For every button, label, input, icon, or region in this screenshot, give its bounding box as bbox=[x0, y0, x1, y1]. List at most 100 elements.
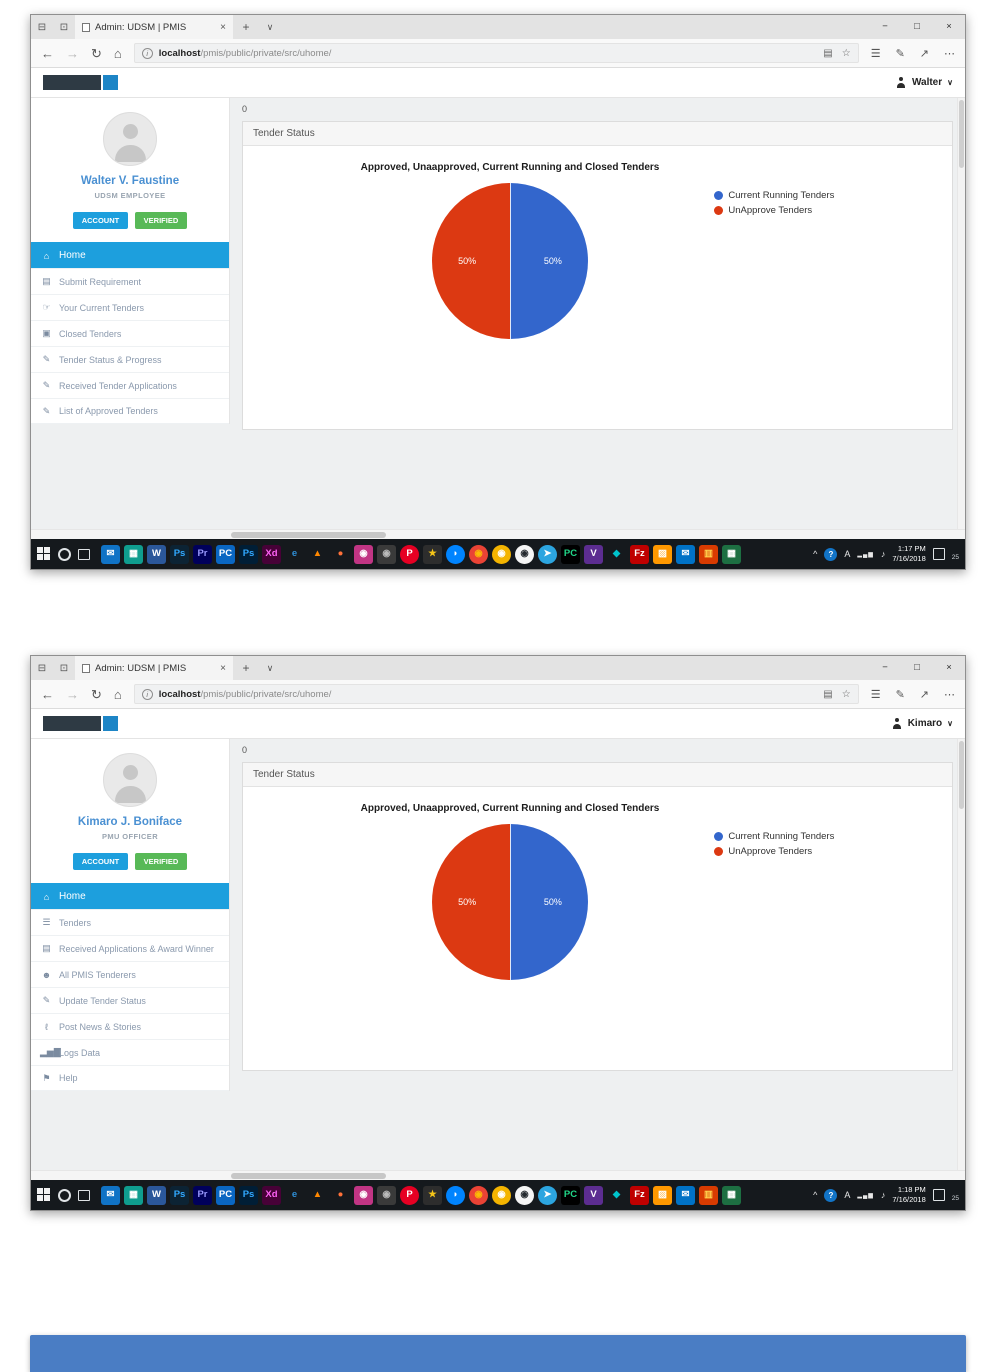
idea-app-icon[interactable]: ◉ bbox=[492, 1185, 511, 1205]
horizontal-scrollbar-thumb[interactable] bbox=[231, 532, 386, 538]
tab-close-icon[interactable]: × bbox=[220, 21, 226, 33]
pycharm-app-icon[interactable]: PC bbox=[561, 544, 580, 564]
star-app-icon[interactable]: ★ bbox=[423, 544, 442, 564]
volume-icon[interactable]: ♪ bbox=[880, 1190, 886, 1200]
network-icon[interactable]: ▂▄▆ bbox=[857, 1192, 874, 1199]
tray-help-icon[interactable]: ? bbox=[824, 547, 838, 561]
sidebar-item-help[interactable]: ⚑ Help bbox=[31, 1065, 229, 1091]
ime-indicator[interactable]: A bbox=[844, 1190, 851, 1200]
tab-preview-icon[interactable]: ⊡ bbox=[59, 21, 69, 33]
filezilla-app-icon[interactable]: Fz bbox=[630, 1185, 649, 1205]
photoshop-cc-app-icon[interactable]: Ps bbox=[239, 544, 258, 564]
profile-button[interactable]: VERIFIED bbox=[134, 853, 188, 870]
sidebar-item-tenders[interactable]: ☰ Tenders bbox=[31, 909, 229, 935]
sidebar-item-submit-requirement[interactable]: ▤ Submit Requirement bbox=[31, 268, 229, 294]
tray-expand-icon[interactable]: ^ bbox=[813, 549, 818, 559]
visual-studio-app-icon[interactable]: V bbox=[584, 1185, 603, 1205]
profile-button[interactable]: VERIFIED bbox=[134, 212, 188, 229]
sidebar-item-post-news-stories[interactable]: ℓ Post News & Stories bbox=[31, 1013, 229, 1039]
sidebar-item-your-current-tenders[interactable]: ☞ Your Current Tenders bbox=[31, 294, 229, 320]
task-view-button[interactable] bbox=[78, 548, 90, 560]
avatar[interactable] bbox=[103, 112, 157, 166]
action-center-icon[interactable] bbox=[932, 548, 945, 560]
hub-icon[interactable]: ☰ bbox=[870, 688, 881, 701]
word-app-icon[interactable]: W bbox=[147, 544, 166, 564]
sublime-app-icon[interactable]: ▨ bbox=[653, 1185, 672, 1205]
messenger-app-icon[interactable]: ◗ bbox=[446, 1185, 465, 1205]
telegram-app-icon[interactable]: ➤ bbox=[538, 544, 557, 564]
minimize-button[interactable]: − bbox=[882, 662, 888, 673]
diamond-app-icon[interactable]: ◆ bbox=[612, 548, 621, 560]
favorite-star-icon[interactable]: ☆ bbox=[841, 688, 851, 700]
green-store-app-icon[interactable]: ▦ bbox=[722, 1185, 741, 1205]
set-aside-tabs-icon[interactable]: ⊟ bbox=[37, 662, 47, 674]
hub-icon[interactable]: ☰ bbox=[870, 47, 881, 60]
green-store-app-icon[interactable]: ▦ bbox=[722, 544, 741, 564]
forward-button[interactable]: → bbox=[66, 686, 79, 702]
tray-expand-icon[interactable]: ^ bbox=[813, 1190, 818, 1200]
tab-preview-icon[interactable]: ⊡ bbox=[59, 662, 69, 674]
new-tab-button[interactable]: + bbox=[242, 661, 250, 675]
browser-tab[interactable]: Admin: UDSM | PMIS × bbox=[75, 656, 233, 680]
store-app-icon[interactable]: ▦ bbox=[124, 544, 143, 564]
sidebar-item-home[interactable]: ⌂ Home bbox=[31, 242, 229, 268]
share-icon[interactable]: ↗ bbox=[919, 688, 929, 701]
cortana-button[interactable] bbox=[58, 1188, 71, 1202]
network-icon[interactable]: ▂▄▆ bbox=[857, 551, 874, 558]
sidebar-item-logs-data[interactable]: ▂▅▇ Logs Data bbox=[31, 1039, 229, 1065]
minimize-button[interactable]: − bbox=[882, 21, 888, 32]
firefox-app-icon[interactable]: ● bbox=[337, 1189, 344, 1201]
vlc-app-icon[interactable]: ▲ bbox=[312, 548, 323, 560]
profile-button[interactable]: ACCOUNT bbox=[72, 212, 129, 229]
sidebar-item-list-of-approved-tenders[interactable]: ✎ List of Approved Tenders bbox=[31, 398, 229, 424]
tab-list-chevron-icon[interactable]: ∨ bbox=[266, 662, 274, 673]
edge-app-icon[interactable]: e bbox=[291, 1189, 298, 1201]
chrome-app-icon[interactable]: ◉ bbox=[469, 1185, 488, 1205]
vertical-scrollbar[interactable] bbox=[957, 739, 965, 1170]
adobe-xd-app-icon[interactable]: Xd bbox=[262, 544, 281, 564]
pinterest-app-icon[interactable]: P bbox=[400, 544, 419, 564]
sidebar-item-tender-status-progress[interactable]: ✎ Tender Status & Progress bbox=[31, 346, 229, 372]
cortana-button[interactable] bbox=[58, 547, 71, 561]
horizontal-scrollbar-thumb[interactable] bbox=[231, 1173, 386, 1179]
github-app-icon[interactable]: ◉ bbox=[515, 544, 534, 564]
store-app-icon[interactable]: ▦ bbox=[124, 1185, 143, 1205]
word-app-icon[interactable]: W bbox=[147, 1185, 166, 1205]
tab-list-chevron-icon[interactable]: ∨ bbox=[266, 21, 274, 32]
favorite-star-icon[interactable]: ☆ bbox=[841, 47, 851, 59]
vertical-scrollbar-thumb[interactable] bbox=[959, 741, 964, 809]
start-button[interactable] bbox=[37, 1188, 51, 1202]
instagram-app-icon[interactable]: ◉ bbox=[354, 544, 373, 564]
sidebar-item-received-tender-applications[interactable]: ✎ Received Tender Applications bbox=[31, 372, 229, 398]
diamond-app-icon[interactable]: ◆ bbox=[612, 1189, 621, 1201]
user-menu[interactable]: Walter ∨ bbox=[896, 77, 953, 88]
site-info-icon[interactable]: i bbox=[141, 688, 153, 700]
github-app-icon[interactable]: ◉ bbox=[515, 1185, 534, 1205]
visual-studio-app-icon[interactable]: V bbox=[584, 544, 603, 564]
tray-help-icon[interactable]: ? bbox=[824, 1188, 838, 1202]
volume-icon[interactable]: ♪ bbox=[880, 549, 886, 559]
premiere-app-icon[interactable]: Pr bbox=[193, 1185, 212, 1205]
horizontal-scrollbar[interactable] bbox=[31, 1170, 965, 1180]
telegram-app-icon[interactable]: ➤ bbox=[538, 1185, 557, 1205]
giftbox-app-icon[interactable]: ▥ bbox=[699, 1185, 718, 1205]
close-button[interactable]: × bbox=[946, 21, 952, 32]
horizontal-scrollbar[interactable] bbox=[31, 529, 965, 539]
messenger-app-icon[interactable]: ◗ bbox=[446, 544, 465, 564]
sidebar-item-all-pmis-tenderers[interactable]: ☻ All PMIS Tenderers bbox=[31, 961, 229, 987]
taskbar-clock[interactable]: 1:17 PM 7/16/2018 bbox=[892, 544, 925, 564]
vlc-app-icon[interactable]: ▲ bbox=[312, 1189, 323, 1201]
photoshop-cc-app-icon[interactable]: Ps bbox=[239, 1185, 258, 1205]
user-menu[interactable]: Kimaro ∨ bbox=[892, 718, 953, 729]
more-options-icon[interactable]: ⋯ bbox=[944, 47, 955, 60]
edge-app-icon[interactable]: e bbox=[291, 548, 298, 560]
vertical-scrollbar-thumb[interactable] bbox=[959, 100, 964, 168]
pinterest-app-icon[interactable]: P bbox=[400, 1185, 419, 1205]
mail-app-icon[interactable]: ✉ bbox=[101, 1185, 120, 1205]
browser-tab[interactable]: Admin: UDSM | PMIS × bbox=[75, 15, 233, 39]
maximize-button[interactable]: □ bbox=[914, 662, 920, 673]
refresh-button[interactable]: ↻ bbox=[91, 45, 102, 61]
home-button[interactable]: ⌂ bbox=[113, 686, 122, 702]
ime-indicator[interactable]: A bbox=[844, 549, 851, 559]
set-aside-tabs-icon[interactable]: ⊟ bbox=[37, 21, 47, 33]
